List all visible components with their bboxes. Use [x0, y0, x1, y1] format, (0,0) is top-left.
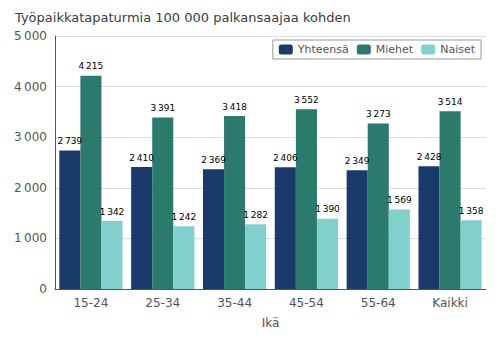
- svg-text:Työpaikkatapaturmia 100 000 pa: Työpaikkatapaturmia 100 000 palkansaajaa…: [14, 10, 351, 25]
- svg-text:1 282: 1 282: [243, 210, 268, 220]
- svg-text:45-54: 45-54: [289, 296, 324, 310]
- svg-text:2 349: 2 349: [345, 156, 370, 166]
- svg-text:3 514: 3 514: [438, 97, 463, 107]
- svg-text:1 242: 1 242: [171, 212, 196, 222]
- svg-text:2 000: 2 000: [14, 181, 47, 195]
- svg-text:3 000: 3 000: [14, 130, 47, 144]
- svg-text:2 369: 2 369: [201, 155, 226, 165]
- svg-text:55-64: 55-64: [361, 296, 396, 310]
- svg-text:2 410: 2 410: [129, 153, 154, 163]
- svg-text:2 428: 2 428: [417, 152, 442, 162]
- svg-text:1 358: 1 358: [459, 206, 484, 216]
- svg-text:3 552: 3 552: [294, 95, 319, 105]
- svg-text:15-24: 15-24: [73, 296, 108, 310]
- svg-text:1 342: 1 342: [100, 207, 125, 217]
- svg-text:3 418: 3 418: [222, 102, 247, 112]
- svg-text:Ikä: Ikä: [262, 316, 280, 330]
- svg-text:0: 0: [39, 282, 47, 296]
- svg-text:1 390: 1 390: [315, 204, 340, 214]
- svg-text:1 000: 1 000: [14, 231, 47, 245]
- svg-text:3 273: 3 273: [366, 109, 391, 119]
- svg-text:4 215: 4 215: [79, 61, 104, 71]
- svg-text:25-34: 25-34: [145, 296, 180, 310]
- svg-text:2 739: 2 739: [57, 136, 82, 146]
- svg-text:5 000: 5 000: [14, 29, 47, 43]
- svg-text:2 406: 2 406: [273, 153, 298, 163]
- svg-text:Naiset: Naiset: [440, 43, 476, 56]
- svg-text:Kaikki: Kaikki: [432, 296, 468, 310]
- svg-text:4 000: 4 000: [14, 80, 47, 94]
- svg-text:Yhteensä: Yhteensä: [297, 43, 349, 56]
- svg-text:35-44: 35-44: [217, 296, 252, 310]
- svg-text:1 569: 1 569: [387, 195, 412, 205]
- svg-text:Miehet: Miehet: [376, 43, 414, 56]
- svg-text:3 391: 3 391: [150, 103, 175, 113]
